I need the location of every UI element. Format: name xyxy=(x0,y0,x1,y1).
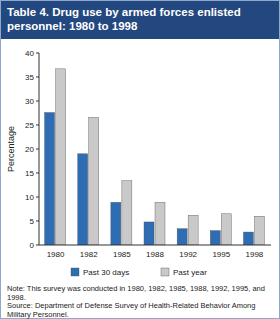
bar xyxy=(122,181,132,245)
title: Table 4. Drug use by armed forces enlist… xyxy=(7,5,273,33)
category-label: 1992 xyxy=(179,250,197,259)
tick-label: 20 xyxy=(25,145,34,154)
category-label: 1982 xyxy=(80,250,98,259)
bar xyxy=(78,154,88,245)
bar xyxy=(56,69,66,245)
tick-label: 40 xyxy=(25,49,34,58)
tick-label: 35 xyxy=(25,73,34,82)
tick-label: 10 xyxy=(25,193,34,202)
legend-label: Past year xyxy=(173,268,207,277)
bar xyxy=(221,214,231,245)
tick-label: 30 xyxy=(25,97,34,106)
bar xyxy=(254,216,264,245)
bar xyxy=(45,113,55,245)
bar xyxy=(210,231,220,245)
bar xyxy=(111,202,121,245)
bar xyxy=(177,229,187,245)
bar xyxy=(188,215,198,245)
axis-label: Percentage xyxy=(6,126,16,172)
x-axis xyxy=(39,245,271,246)
category-label: 1988 xyxy=(146,250,164,259)
category-label: 1985 xyxy=(113,250,131,259)
category-label: 1980 xyxy=(47,250,65,259)
tick-label: 25 xyxy=(25,121,34,130)
source: Source: Department of Defense Survey of … xyxy=(7,301,273,319)
bars xyxy=(45,69,265,245)
legend-label: Past 30 days xyxy=(83,268,129,277)
title-bar: Table 4. Drug use by armed forces enlist… xyxy=(1,1,279,39)
bar xyxy=(144,222,154,245)
tick-label: 15 xyxy=(25,169,34,178)
tick-label: 0 xyxy=(30,241,35,250)
category-label: 1995 xyxy=(212,250,230,259)
legend-swatch xyxy=(71,268,79,276)
legend-swatch xyxy=(161,268,169,276)
note: Note: This survey was conducted in 1980,… xyxy=(7,284,273,302)
category-label: 1998 xyxy=(246,250,264,259)
tick-label: 5 xyxy=(30,217,35,226)
bar xyxy=(155,202,165,245)
panel: Table 4. Drug use by armed forces enlist… xyxy=(0,0,280,319)
bar xyxy=(89,117,99,245)
y-axis xyxy=(39,53,40,245)
bar xyxy=(243,232,253,245)
chart: 0 5 10 15 20 25 30 35 40 Percentage 1980 1982 1985 19… xyxy=(1,39,279,285)
